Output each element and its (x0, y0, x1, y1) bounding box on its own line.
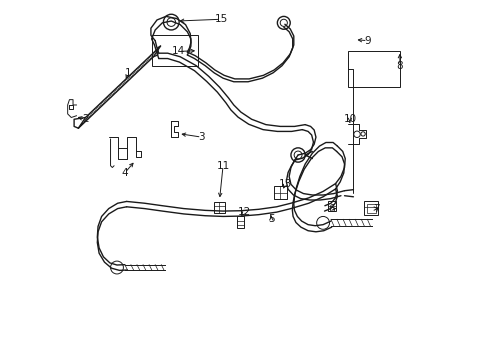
Bar (366, 203, 375, 213)
Text: 15: 15 (214, 14, 227, 24)
Text: 4: 4 (122, 168, 128, 178)
Text: 8: 8 (396, 61, 403, 71)
Text: 2: 2 (82, 114, 89, 124)
Text: 9: 9 (364, 36, 370, 46)
Text: 3: 3 (198, 132, 204, 142)
Text: 10: 10 (343, 114, 356, 124)
Text: 13: 13 (278, 179, 292, 189)
Text: 5: 5 (267, 214, 274, 224)
Bar (273, 186, 286, 199)
Text: 1: 1 (125, 68, 131, 78)
Bar (214, 202, 224, 213)
Bar (347, 51, 399, 87)
Bar (237, 216, 244, 228)
Text: 11: 11 (216, 161, 229, 171)
Text: 12: 12 (237, 207, 251, 217)
Text: 14: 14 (171, 46, 184, 57)
Bar (364, 202, 378, 215)
Text: 6: 6 (328, 203, 335, 213)
Text: 7: 7 (373, 203, 379, 213)
Bar (151, 35, 198, 66)
Bar (327, 201, 336, 211)
